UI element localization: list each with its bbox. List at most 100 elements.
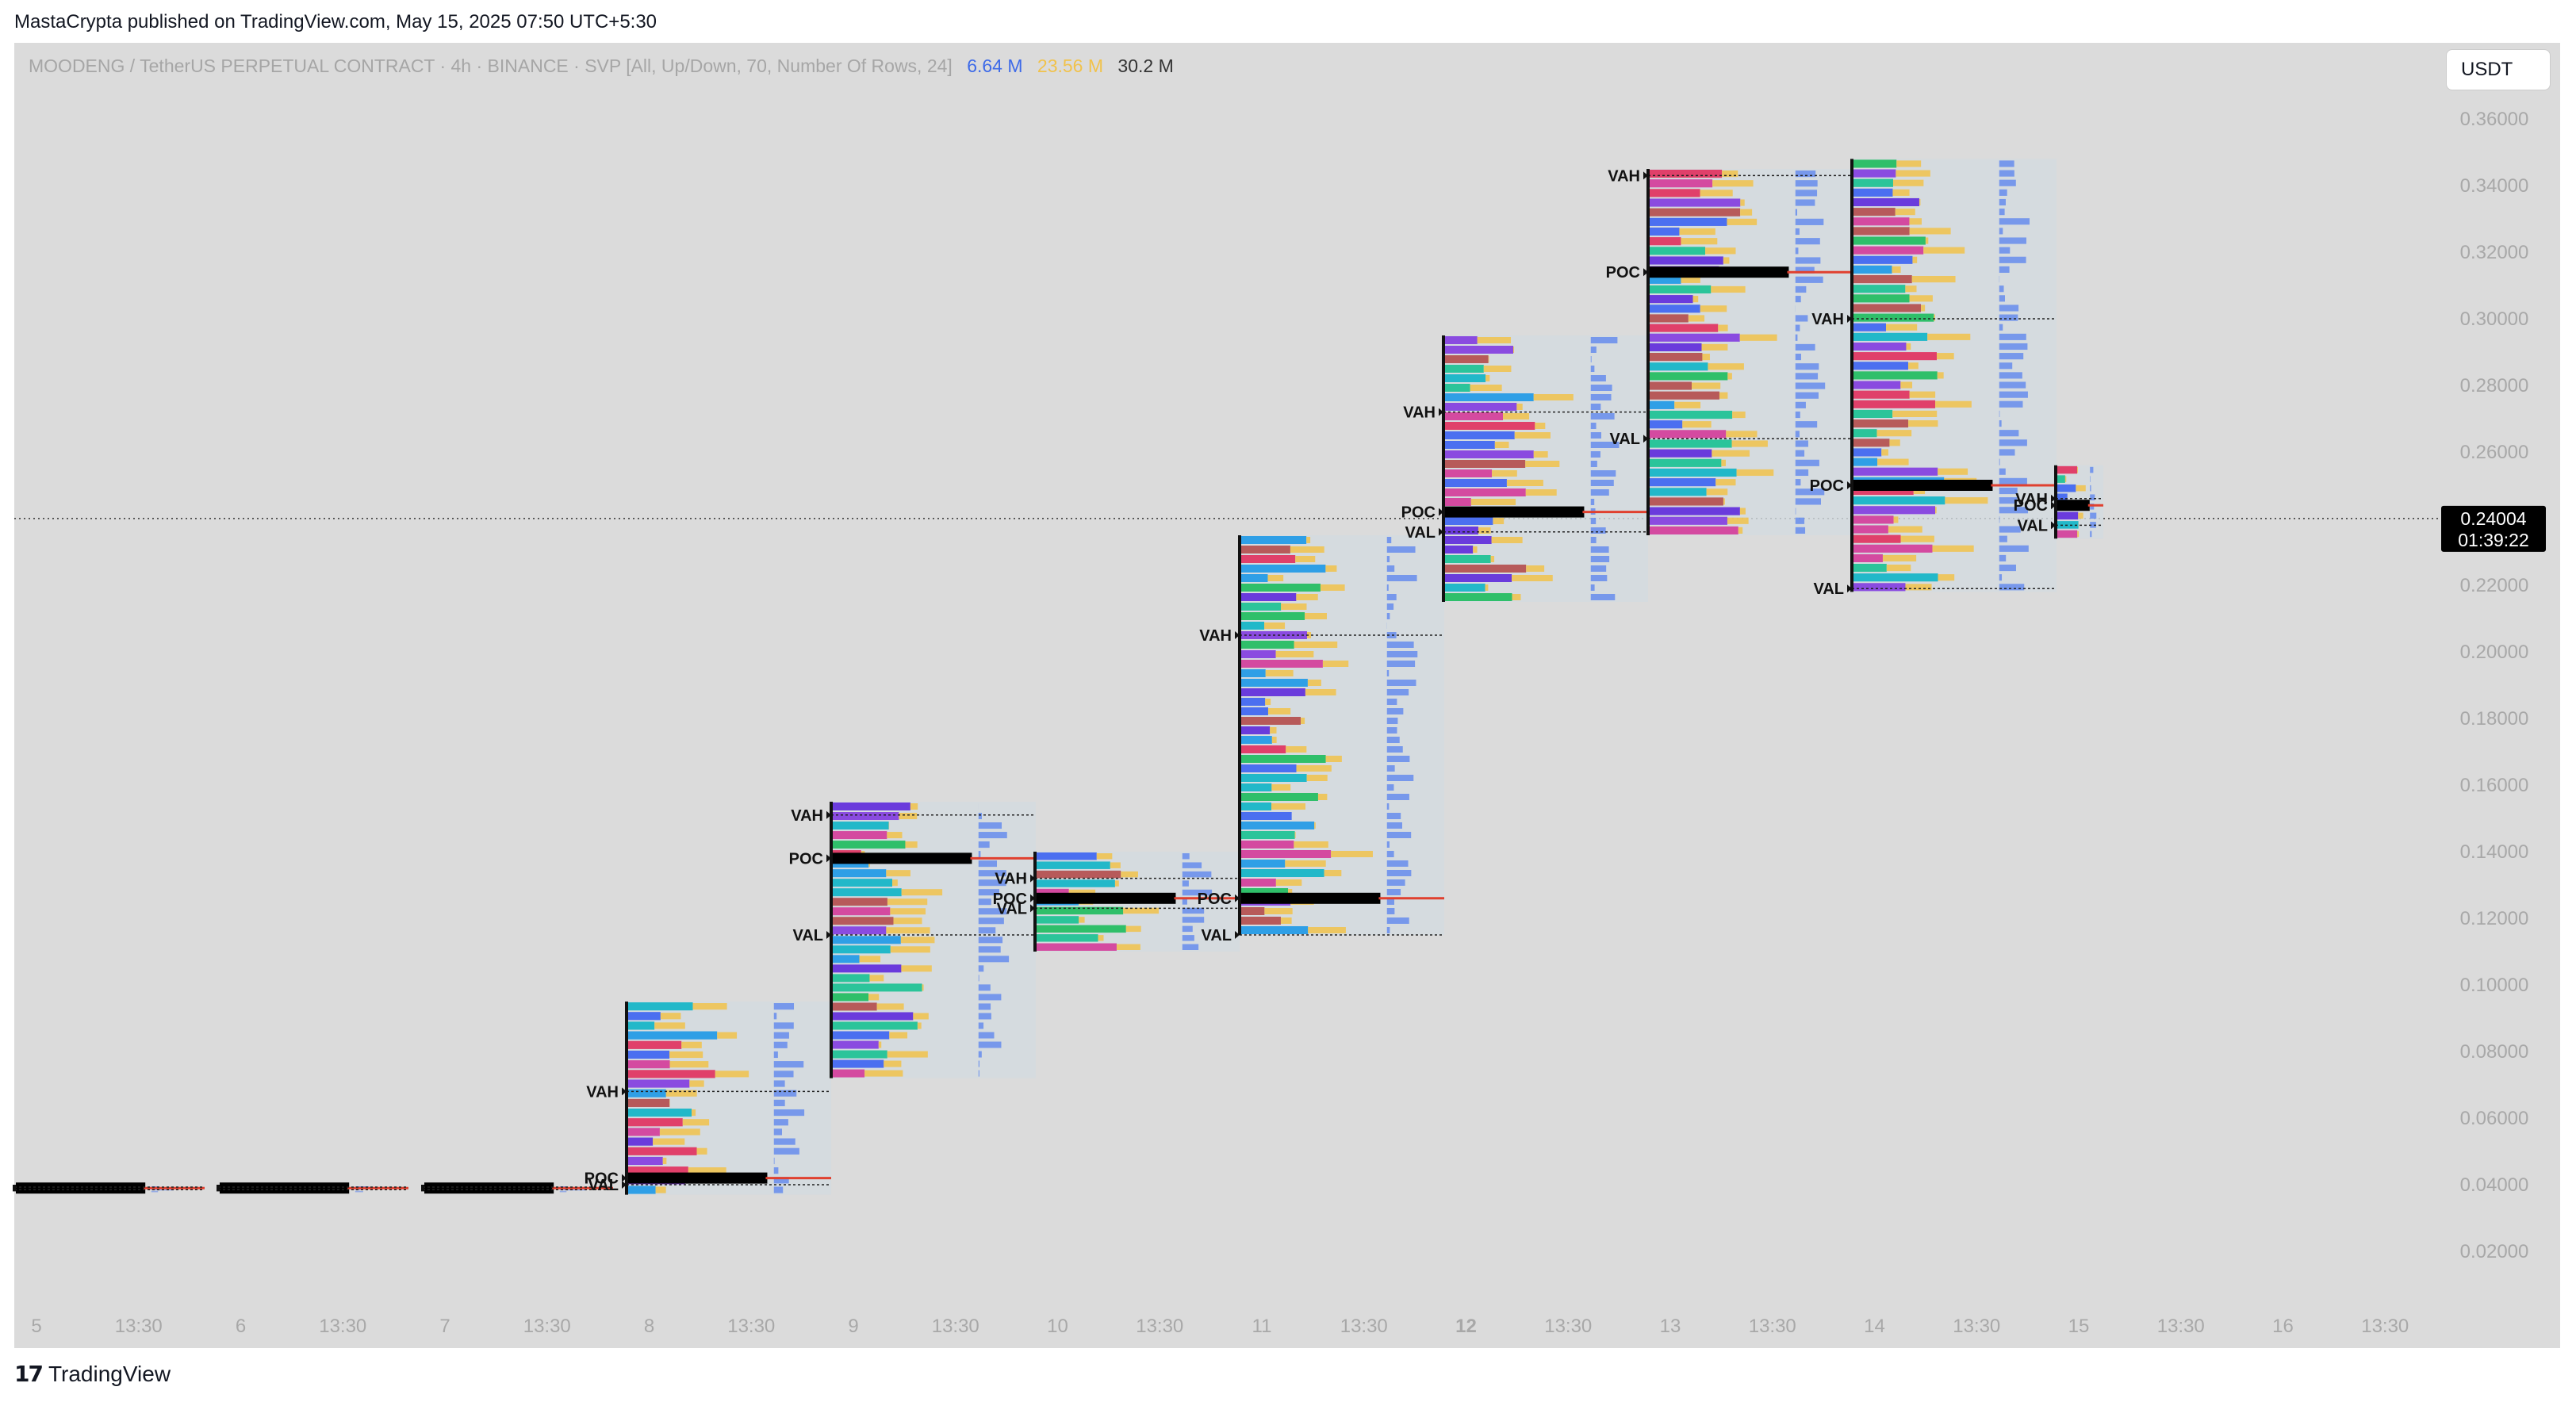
volume-up-bar [1795, 190, 1818, 197]
volume-row-bar [1853, 323, 1886, 331]
volume-row-bar [1650, 343, 1702, 351]
volume-up-bar [1590, 432, 1601, 439]
volume-row-bar [833, 926, 887, 935]
volume-up-bar [1386, 908, 1395, 914]
level-label-poc: POC [1810, 477, 1844, 495]
session-box [627, 1002, 831, 1195]
volume-down-bar [913, 1013, 929, 1020]
volume-down-bar [1888, 526, 1922, 533]
volume-down-bar [1739, 334, 1777, 341]
volume-up-bar [1795, 373, 1819, 380]
bar-countdown: 01:39:22 [2458, 530, 2529, 550]
volume-down-bar [1121, 871, 1138, 878]
volume-up-bar [1999, 391, 2028, 398]
volume-up-bar [1795, 479, 1801, 486]
volume-down-bar [1701, 343, 1728, 350]
volume-up-bar [978, 994, 1002, 1001]
level-label-vah: VAH [1403, 404, 1436, 422]
volume-down-bar [1738, 527, 1743, 534]
volume-row-bar [628, 1050, 670, 1059]
volume-row-bar [1650, 488, 1707, 496]
publish-caption: MastaCrypta published on TradingView.com… [14, 11, 657, 33]
volume-up-bar [559, 1191, 567, 1193]
volume-down-bar [1906, 343, 1911, 350]
volume-down-bar [1722, 170, 1738, 178]
volume-up-bar [2090, 512, 2097, 519]
volume-down-bar [1882, 554, 1917, 561]
volume-up-bar [978, 917, 1004, 925]
volume-row-bar [1853, 275, 1912, 284]
volume-down-bar [1900, 381, 1913, 389]
volume-up-bar [1795, 257, 1821, 264]
volume-up-bar [1590, 385, 1612, 391]
volume-down-bar [1513, 347, 1515, 353]
volume-down-bar [1470, 385, 1502, 391]
volume-down-bar [717, 1032, 738, 1039]
volume-down-bar [1727, 218, 1758, 225]
volume-up-bar [1386, 546, 1416, 553]
volume-up-bar [1999, 295, 2005, 302]
volume-down-bar [1485, 375, 1490, 381]
volume-down-bar [1331, 851, 1373, 857]
level-marker [622, 1087, 627, 1096]
volume-row-bar [1650, 458, 1722, 467]
level-marker [826, 810, 831, 819]
tradingview-brand[interactable]: 17 TradingView [14, 1361, 171, 1387]
volume-down-bar [1700, 305, 1727, 312]
x-tick-label: 13:30 [932, 1316, 979, 1337]
volume-down-bar [1700, 190, 1733, 197]
volume-row-bar [833, 945, 891, 954]
volume-row-bar [1650, 381, 1692, 390]
volume-up-bar [978, 813, 982, 820]
level-marker [1847, 481, 1852, 489]
y-tick-label: 0.08000 [2460, 1041, 2529, 1063]
volume-row-bar [1445, 431, 1515, 439]
volume-down-bar [1938, 468, 1968, 475]
volume-down-bar [1911, 276, 1956, 283]
volume-down-bar [1294, 841, 1328, 848]
volume-up-bar [978, 1051, 982, 1058]
volume-row-bar [1445, 422, 1535, 430]
volume-down-bar [1512, 575, 1553, 581]
volume-row-bar [1650, 247, 1706, 255]
x-tick-label: 13:30 [115, 1316, 163, 1337]
volume-down-bar [1492, 470, 1517, 477]
volume-up-bar [1999, 535, 2007, 542]
volume-row-bar [1853, 159, 1897, 168]
volume-up-bar [1999, 507, 2029, 514]
volume-up-bar [1182, 880, 1189, 887]
last-price-badge [2441, 505, 2546, 552]
brand-label: TradingView [48, 1361, 171, 1386]
volume-down-bar [886, 870, 910, 877]
volume-up-bar [773, 1013, 777, 1020]
volume-up-bar [978, 898, 991, 906]
volume-down-bar [1470, 499, 1516, 505]
volume-row-bar [1241, 850, 1332, 858]
volume-up-bar [1795, 228, 1800, 236]
volume-down-bar [1296, 765, 1332, 772]
volume-up-bar [1795, 488, 1825, 496]
volume-up-bar [773, 1022, 794, 1029]
volume-down-bar [1096, 853, 1113, 860]
volume-down-bar [1723, 498, 1725, 505]
volume-row-bar [1037, 861, 1110, 869]
x-tick-label: 13:30 [2157, 1316, 2205, 1337]
volume-up-bar [1795, 276, 1823, 283]
volume-up-bar [1386, 841, 1390, 848]
volume-up-bar [978, 870, 1006, 877]
volume-row-bar [628, 1147, 697, 1155]
volume-down-bar [1681, 276, 1700, 283]
volume-up-bar [1182, 889, 1213, 896]
y-tick-label: 0.34000 [2460, 175, 2529, 197]
volume-up-bar [1795, 324, 1800, 331]
level-label-vah: VAH [1811, 311, 1844, 328]
volume-down-bar [1280, 917, 1292, 924]
volume-row-bar [1853, 544, 1933, 553]
volume-up-bar [1999, 343, 2028, 350]
volume-up-bar [1795, 498, 1821, 505]
currency-button[interactable]: USDT [2446, 49, 2551, 90]
volume-down-bar [1905, 285, 1917, 293]
volume-down-bar [1267, 575, 1284, 581]
volume-down-bar [1925, 237, 1929, 244]
poc-bar [2057, 500, 2090, 511]
